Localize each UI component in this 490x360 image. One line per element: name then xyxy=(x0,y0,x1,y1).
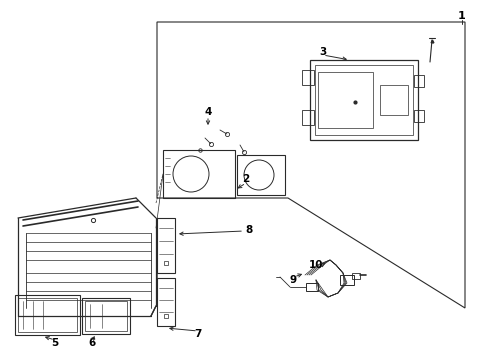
Bar xyxy=(380,85,408,115)
Bar xyxy=(414,75,424,87)
Bar xyxy=(157,278,175,326)
Bar xyxy=(85,301,127,331)
Text: 6: 6 xyxy=(88,338,96,348)
Text: 4: 4 xyxy=(204,107,212,117)
Text: 2: 2 xyxy=(243,174,249,184)
Text: 10: 10 xyxy=(309,260,323,270)
Bar xyxy=(15,295,80,335)
Text: 7: 7 xyxy=(195,329,202,339)
Bar xyxy=(352,273,360,279)
Text: 3: 3 xyxy=(319,47,327,57)
Text: 5: 5 xyxy=(51,338,59,348)
Text: 8: 8 xyxy=(245,225,253,235)
Bar xyxy=(302,110,314,125)
Bar xyxy=(18,298,77,332)
Bar xyxy=(315,65,413,135)
Bar xyxy=(82,298,130,334)
Bar xyxy=(302,70,314,85)
Bar xyxy=(414,110,424,122)
Bar xyxy=(318,72,373,128)
Text: 1: 1 xyxy=(458,11,466,21)
Bar xyxy=(306,283,318,291)
Bar xyxy=(310,60,418,140)
Bar xyxy=(157,218,175,273)
Bar xyxy=(163,150,235,198)
Bar xyxy=(340,275,354,285)
Text: 9: 9 xyxy=(290,275,296,285)
Bar xyxy=(237,155,285,195)
